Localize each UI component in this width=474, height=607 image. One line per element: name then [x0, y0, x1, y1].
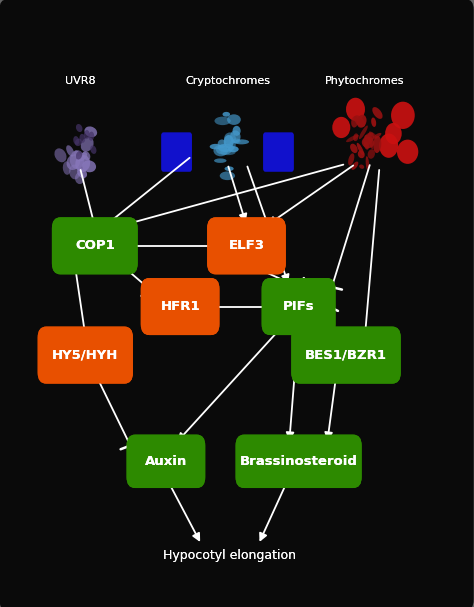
Ellipse shape [75, 138, 82, 146]
Ellipse shape [55, 148, 66, 162]
Ellipse shape [372, 107, 383, 119]
Text: HY5/HYH: HY5/HYH [52, 348, 118, 362]
Ellipse shape [82, 151, 91, 160]
Ellipse shape [225, 166, 234, 171]
Ellipse shape [350, 144, 358, 153]
Ellipse shape [222, 112, 230, 117]
Text: HFR1: HFR1 [160, 300, 200, 313]
Ellipse shape [351, 116, 358, 127]
Ellipse shape [365, 135, 369, 140]
Ellipse shape [365, 156, 369, 171]
Ellipse shape [227, 114, 241, 125]
Ellipse shape [379, 134, 398, 158]
Ellipse shape [81, 137, 94, 152]
FancyBboxPatch shape [141, 278, 219, 335]
Ellipse shape [351, 161, 358, 170]
Ellipse shape [214, 117, 231, 125]
FancyBboxPatch shape [127, 435, 205, 488]
Ellipse shape [69, 164, 80, 180]
Ellipse shape [369, 137, 373, 149]
FancyBboxPatch shape [141, 278, 219, 335]
Ellipse shape [218, 140, 226, 148]
Text: Auxin: Auxin [145, 455, 187, 468]
Ellipse shape [359, 164, 364, 169]
Ellipse shape [213, 145, 228, 157]
Ellipse shape [228, 146, 239, 152]
FancyBboxPatch shape [207, 217, 286, 274]
Ellipse shape [75, 172, 84, 184]
Ellipse shape [372, 133, 382, 140]
Ellipse shape [368, 133, 372, 141]
Ellipse shape [84, 130, 90, 139]
FancyBboxPatch shape [291, 327, 401, 384]
Ellipse shape [76, 151, 82, 160]
Text: UVR8: UVR8 [65, 76, 96, 86]
Text: ELF3: ELF3 [228, 239, 264, 253]
Text: Phytochromes: Phytochromes [325, 76, 405, 86]
Ellipse shape [218, 144, 234, 152]
Text: BES1/BZR1: BES1/BZR1 [305, 348, 387, 362]
FancyBboxPatch shape [52, 217, 137, 274]
Text: COP1: COP1 [75, 239, 115, 253]
FancyBboxPatch shape [127, 435, 205, 488]
Text: Phytochromes: Phytochromes [325, 76, 405, 86]
FancyBboxPatch shape [262, 278, 336, 335]
Ellipse shape [369, 132, 377, 138]
Ellipse shape [77, 168, 87, 178]
Ellipse shape [234, 140, 249, 144]
Ellipse shape [348, 154, 355, 166]
Ellipse shape [82, 160, 96, 172]
Ellipse shape [359, 126, 368, 139]
Ellipse shape [358, 151, 365, 158]
Ellipse shape [224, 132, 236, 144]
Ellipse shape [89, 132, 94, 141]
Text: Hypocotyl elongation: Hypocotyl elongation [164, 549, 296, 562]
Ellipse shape [371, 118, 376, 127]
Ellipse shape [75, 155, 90, 172]
Ellipse shape [76, 124, 82, 132]
Ellipse shape [210, 144, 221, 149]
FancyBboxPatch shape [263, 132, 294, 172]
FancyBboxPatch shape [291, 327, 401, 384]
Ellipse shape [357, 143, 364, 155]
Ellipse shape [346, 135, 359, 142]
Ellipse shape [362, 137, 374, 148]
Ellipse shape [373, 136, 381, 153]
FancyBboxPatch shape [236, 435, 362, 488]
Ellipse shape [66, 154, 80, 170]
Text: Brassinosteroid: Brassinosteroid [240, 455, 357, 468]
Ellipse shape [84, 126, 97, 137]
Text: Auxin: Auxin [145, 455, 187, 468]
Text: ELF3: ELF3 [228, 239, 264, 253]
Ellipse shape [353, 134, 358, 141]
Ellipse shape [216, 146, 232, 155]
Ellipse shape [232, 138, 241, 143]
Text: BES1/BZR1: BES1/BZR1 [305, 348, 387, 362]
Ellipse shape [363, 132, 374, 146]
Ellipse shape [397, 140, 418, 164]
Ellipse shape [357, 115, 366, 127]
Ellipse shape [230, 131, 240, 143]
FancyBboxPatch shape [207, 217, 286, 274]
Ellipse shape [63, 161, 71, 175]
Ellipse shape [229, 140, 236, 150]
Text: PIFs: PIFs [283, 300, 314, 313]
Text: Cryptochromes: Cryptochromes [185, 76, 270, 86]
Ellipse shape [80, 134, 85, 143]
Ellipse shape [346, 98, 365, 121]
Text: HFR1: HFR1 [160, 300, 200, 313]
Ellipse shape [220, 149, 236, 155]
Text: UVR8: UVR8 [65, 76, 96, 86]
Ellipse shape [233, 126, 241, 136]
FancyBboxPatch shape [161, 132, 192, 172]
Text: Brassinosteroid: Brassinosteroid [240, 455, 357, 468]
FancyBboxPatch shape [37, 327, 133, 384]
Ellipse shape [73, 136, 79, 145]
Ellipse shape [77, 152, 87, 161]
Ellipse shape [385, 123, 402, 144]
Ellipse shape [74, 151, 81, 159]
Ellipse shape [391, 101, 415, 129]
Text: COP1: COP1 [75, 239, 115, 253]
Ellipse shape [368, 149, 375, 159]
